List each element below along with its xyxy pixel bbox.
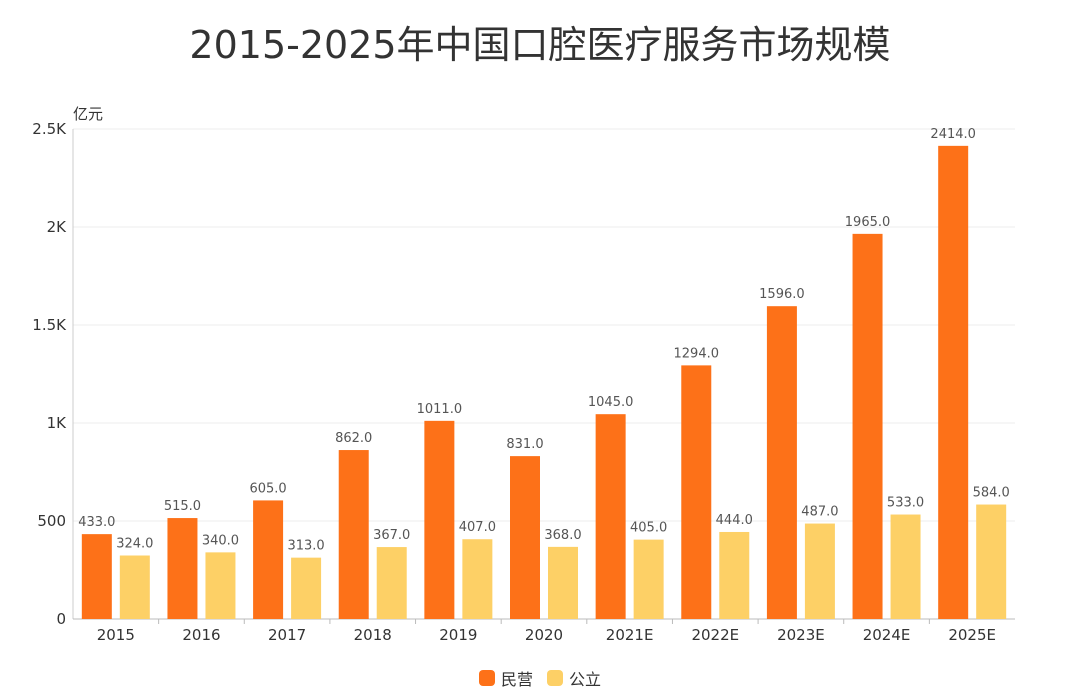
legend-item-private[interactable]: 民营 [478,666,533,690]
bar-private[interactable] [424,420,455,619]
bar-public[interactable] [119,555,150,619]
y-axis-unit-label: 亿元 [73,105,103,123]
x-tick-label: 2015 [97,626,135,644]
data-label: 1596.0 [759,287,805,302]
bar-public[interactable] [804,523,835,619]
data-label: 324.0 [116,536,153,551]
data-label: 368.0 [544,528,581,543]
bar-private[interactable] [595,414,626,619]
chart-title: 2015-2025年中国口腔医疗服务市场规模 [189,23,891,67]
legend-swatch-private [478,670,495,686]
bar-private[interactable] [510,456,540,619]
bar-private[interactable] [681,365,712,619]
bar-private[interactable] [167,518,198,619]
bar-public[interactable] [976,504,1007,619]
y-tick-label: 500 [37,512,66,530]
x-tick-label: 2016 [182,626,220,644]
x-tick-label: 2021E [606,626,654,644]
data-label: 433.0 [78,515,115,530]
data-label: 605.0 [249,481,286,496]
data-label: 1965.0 [845,215,891,230]
data-label: 313.0 [287,539,324,554]
x-tick-label: 2025E [948,626,996,644]
bar-public[interactable] [719,531,750,619]
y-tick-label: 1K [47,414,68,432]
data-label: 407.0 [459,520,496,535]
x-tick-label: 2024E [863,626,911,644]
data-label: 405.0 [630,521,667,536]
bar-private[interactable] [338,450,369,619]
data-label: 515.0 [164,499,201,514]
bar-private[interactable] [852,233,883,620]
data-label: 444.0 [716,513,753,528]
data-label: 487.0 [801,505,838,520]
bar-public[interactable] [462,539,493,619]
legend-item-public[interactable]: 公立 [547,666,601,690]
data-label: 862.0 [335,431,372,446]
legend-swatch-public [547,670,563,686]
bar-public[interactable] [890,514,921,619]
x-tick-label: 2019 [439,626,477,644]
x-tick-label: 2023E [777,626,825,644]
x-tick-label: 2020 [525,626,563,644]
data-label: 1045.0 [588,395,634,410]
data-label: 367.0 [373,528,410,543]
y-tick-label: 0 [56,610,66,628]
bar-public[interactable] [376,547,407,619]
x-tick-label: 2018 [354,626,392,644]
y-tick-label: 1.5K [32,316,67,334]
data-label: 2414.0 [930,127,976,142]
bar-private[interactable] [766,306,797,619]
bar-public[interactable] [205,552,236,619]
bar-private[interactable] [81,534,112,619]
x-tick-label: 2017 [268,626,306,644]
x-tick-label: 2022E [691,626,739,644]
data-label: 1294.0 [674,346,720,361]
legend-label-public: 公立 [569,670,602,689]
data-label: 340.0 [202,533,239,548]
data-label: 584.0 [973,486,1010,501]
bar-public[interactable] [291,557,322,619]
data-label: 831.0 [506,437,543,452]
legend: 民营 公立 [0,666,1080,690]
bar-public[interactable] [548,546,578,619]
legend-label-private: 民营 [500,670,533,689]
bar-private[interactable] [253,500,284,619]
y-tick-label: 2K [47,218,68,236]
data-label: 1011.0 [417,402,463,417]
bar-private[interactable] [938,145,969,619]
y-tick-label: 2.5K [32,120,67,138]
data-label: 533.0 [887,496,924,511]
bar-public[interactable] [633,539,664,619]
